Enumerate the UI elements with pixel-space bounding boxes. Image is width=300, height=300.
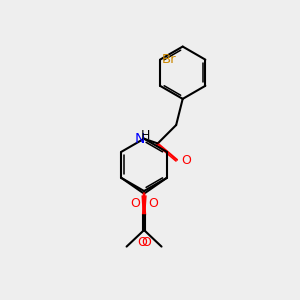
Text: Br: Br (162, 53, 177, 66)
Text: O: O (130, 197, 140, 210)
Text: O: O (137, 236, 147, 249)
Text: O: O (141, 236, 151, 249)
Text: H: H (141, 129, 150, 142)
Text: O: O (181, 154, 191, 167)
Text: O: O (148, 197, 158, 210)
Text: N: N (134, 132, 145, 146)
